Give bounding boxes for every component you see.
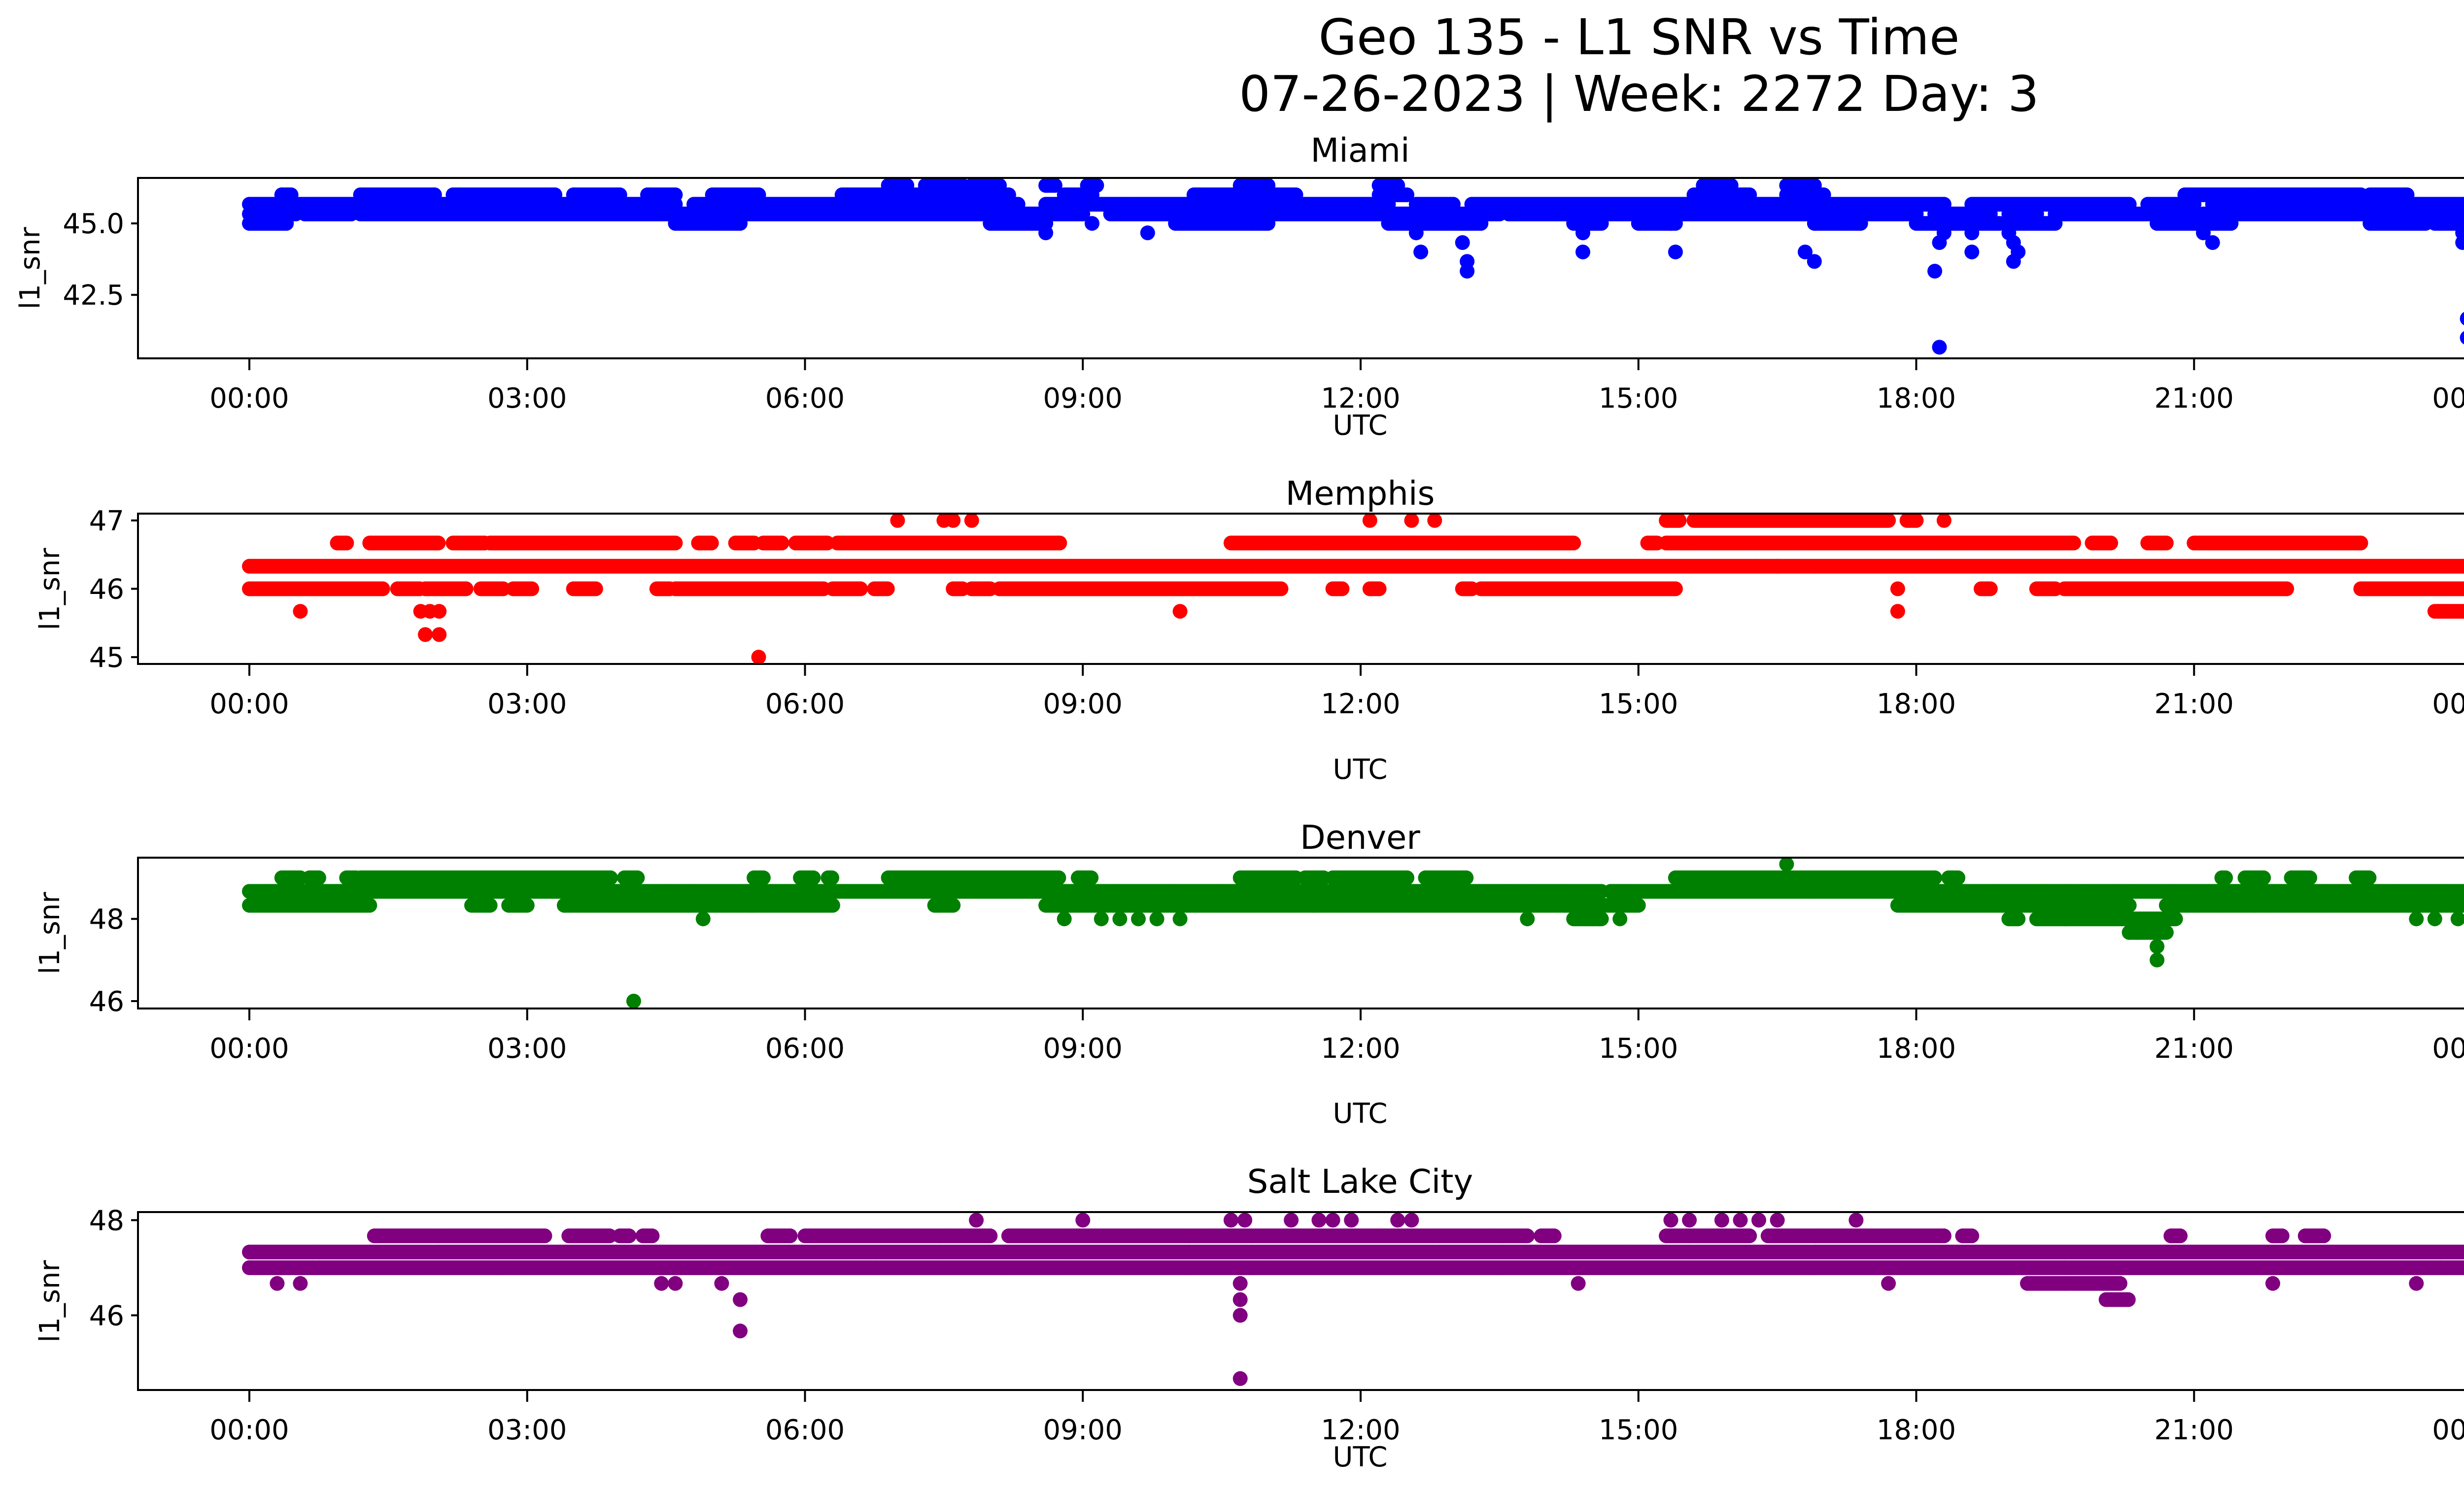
- data-point: [612, 187, 627, 203]
- data-point: [1936, 197, 1951, 212]
- data-point: [1261, 178, 1276, 193]
- data-point: [899, 178, 915, 193]
- data-point: [1047, 178, 1062, 193]
- data-point: [1335, 581, 1350, 596]
- data-point: [1390, 178, 1405, 193]
- data-point: [1413, 244, 1429, 260]
- x-axis: 00:00 03:00 06:00 09:00 12:00 15:00 18:00 21:00…: [209, 358, 2464, 415]
- data-point: [1663, 216, 1678, 231]
- data-point: [1408, 225, 1424, 241]
- y-axis: 42.5 45.0: [63, 208, 138, 312]
- x-tick-label: 00:00: [209, 382, 289, 415]
- data-point: [1742, 187, 1757, 203]
- data-point: [2461, 583, 2464, 595]
- data-point: [2460, 331, 2464, 345]
- x-tick-label: 00:00: [2432, 382, 2464, 415]
- data-point: [1816, 187, 1831, 203]
- x-tick-label: 03:00: [487, 382, 567, 415]
- panel-title: Miami: [1310, 131, 1409, 170]
- data-point: [427, 187, 442, 203]
- data-point: [1932, 340, 1947, 355]
- x-tick-label: 18:00: [1877, 382, 1956, 415]
- data-point: [1807, 254, 1822, 269]
- x-tick-label: 15:00: [1599, 382, 1678, 415]
- data-point: [2011, 244, 2026, 260]
- x-tick-label: 09:00: [1043, 382, 1123, 415]
- data-point: [668, 187, 683, 203]
- x-tick-label: 06:00: [765, 382, 845, 415]
- data-point: [1964, 225, 1980, 241]
- data-point: [1455, 216, 1470, 231]
- data-point: [2463, 584, 2464, 593]
- data-point: [2122, 197, 2137, 212]
- panel-miami: Miami 42.5 45.0 00:00 03:00 06:00 09:00 12:00…: [14, 131, 2464, 442]
- data-point: [1668, 581, 1683, 596]
- scatter-points: [242, 178, 2464, 355]
- data-point: [524, 581, 540, 596]
- data-point: [1575, 225, 1590, 241]
- data-point: [1085, 216, 1099, 231]
- data-point: [2455, 235, 2464, 250]
- data-point: [1964, 244, 1980, 260]
- data-point: [1668, 244, 1683, 260]
- x-axis-label: UTC: [1333, 410, 1387, 442]
- y-tick-label: 45.0: [63, 208, 124, 240]
- data-point: [2399, 187, 2415, 203]
- data-point: [2455, 197, 2464, 212]
- data-point: [1455, 235, 1470, 250]
- data-point: [1038, 216, 1054, 231]
- data-point: [1575, 244, 1590, 260]
- data-point: [1936, 225, 1951, 241]
- data-point: [1371, 581, 1387, 596]
- data-point: [588, 581, 603, 596]
- data-point: [1089, 178, 1104, 193]
- panel-title: Memphis: [1286, 474, 1435, 513]
- data-point: [1445, 197, 1461, 212]
- data-point: [1798, 244, 1813, 260]
- data-point: [751, 187, 766, 203]
- data-point: [853, 581, 868, 596]
- data-point: [1010, 197, 1026, 212]
- data-point: [992, 178, 1007, 193]
- data-point: [548, 187, 563, 203]
- data-point: [1288, 187, 1303, 203]
- data-point: [274, 187, 289, 203]
- data-point: [1460, 264, 1475, 279]
- figure-subtitle: 07-26-2023 | Week: 2272 Day: 3: [1239, 65, 2039, 123]
- data-point: [1140, 225, 1155, 241]
- x-tick-label: 21:00: [2155, 382, 2234, 415]
- data-point: [1983, 581, 1998, 596]
- data-point: [2463, 209, 2464, 218]
- data-point: [1807, 178, 1822, 193]
- data-point: [1400, 187, 1414, 203]
- y-axis-label: l1_snr: [14, 227, 46, 310]
- data-point: [2205, 235, 2220, 250]
- scatter-points: [242, 514, 2464, 664]
- data-point: [2196, 225, 2211, 241]
- x-tick-label: 12:00: [1321, 382, 1400, 415]
- data-point: [375, 581, 390, 596]
- data-point: [2460, 312, 2464, 325]
- data-point: [1273, 581, 1289, 596]
- data-point: [2279, 581, 2294, 596]
- data-point: [1723, 178, 1739, 193]
- data-point: [1001, 187, 1016, 203]
- y-tick-label: 42.5: [63, 279, 124, 312]
- data-point: [1927, 264, 1943, 279]
- data-point: [495, 581, 511, 596]
- figure-title: Geo 135 - L1 SNR vs Time: [1319, 8, 1960, 66]
- data-point: [880, 581, 895, 596]
- data-point: [458, 581, 474, 596]
